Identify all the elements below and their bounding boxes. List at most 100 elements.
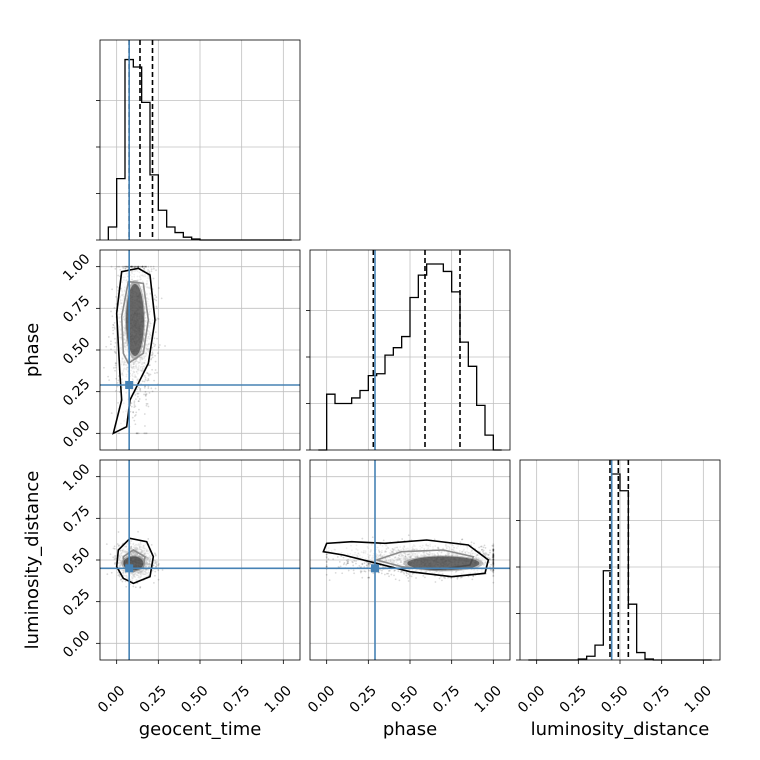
- sample-point: [133, 406, 136, 408]
- sample-point: [150, 268, 153, 271]
- sample-point: [156, 337, 158, 340]
- sample-point: [150, 358, 152, 361]
- sample-point: [487, 553, 490, 556]
- sample-point: [156, 317, 159, 320]
- sample-point: [383, 573, 386, 576]
- sample-point: [158, 344, 161, 346]
- sample-point: [407, 573, 410, 575]
- sample-point: [364, 570, 367, 573]
- sample-point: [403, 572, 406, 575]
- sample-point: [150, 265, 152, 268]
- sample-point: [136, 265, 139, 268]
- sample-point: [492, 561, 495, 563]
- sample-point: [145, 393, 148, 395]
- sample-point: [410, 575, 413, 578]
- sample-point: [480, 545, 483, 548]
- sample-point: [110, 571, 113, 574]
- sample-point: [114, 369, 116, 372]
- sample-point: [129, 410, 132, 413]
- sample-point: [134, 586, 137, 589]
- sample-point: [141, 265, 144, 268]
- sample-point: [155, 562, 158, 565]
- sample-point: [119, 268, 122, 271]
- x-tick-label: 1.00: [682, 683, 715, 716]
- sample-point: [136, 265, 139, 268]
- sample-point: [151, 351, 154, 354]
- sample-point: [132, 265, 135, 268]
- sample-point: [146, 372, 149, 375]
- sample-point: [134, 423, 137, 426]
- sample-point: [154, 574, 156, 577]
- sample-point: [145, 265, 147, 268]
- sample-point: [119, 578, 122, 581]
- sample-point: [142, 267, 145, 270]
- sample-point: [147, 269, 150, 271]
- sample-point: [492, 581, 495, 584]
- sample-point: [110, 412, 113, 415]
- sample-point: [137, 265, 140, 268]
- sample-point: [400, 570, 403, 573]
- sample-point: [114, 351, 117, 354]
- sample-point: [152, 277, 155, 280]
- sample-point: [122, 265, 125, 268]
- y-tick-label: 0.00: [60, 628, 93, 661]
- sample-point: [146, 403, 149, 405]
- sample-point: [133, 415, 136, 417]
- sample-point: [489, 558, 492, 561]
- sample-point: [361, 563, 364, 566]
- histogram-panel-phase: [306, 249, 511, 451]
- sample-point: [143, 386, 146, 389]
- sample-point: [138, 265, 141, 268]
- sample-point: [355, 562, 357, 565]
- sample-point: [368, 569, 370, 572]
- sample-point: [352, 564, 355, 567]
- sample-point: [154, 562, 156, 565]
- sample-point: [112, 556, 115, 559]
- sample-point: [139, 389, 142, 392]
- sample-point: [387, 570, 390, 572]
- sample-point: [328, 579, 331, 581]
- sample-point: [492, 553, 495, 556]
- sample-point: [130, 405, 133, 408]
- sample-point: [113, 545, 116, 548]
- sample-point: [114, 352, 117, 355]
- sample-point: [144, 265, 147, 268]
- sample-point: [143, 374, 146, 377]
- sample-point: [325, 556, 328, 559]
- sample-point: [130, 265, 133, 268]
- x-tick-label: 0.00: [515, 683, 548, 716]
- scatter-panel-phase-vs-geocent_time: [99, 249, 301, 451]
- sample-point: [134, 265, 137, 268]
- sample-point: [157, 287, 160, 289]
- sample-point: [393, 570, 396, 572]
- sample-point: [407, 534, 410, 537]
- sample-point: [145, 432, 148, 435]
- sample-point: [136, 392, 139, 395]
- sample-point: [150, 357, 153, 360]
- sample-point: [158, 346, 160, 349]
- sample-point: [131, 416, 134, 419]
- sample-point: [406, 572, 408, 575]
- sample-point: [388, 575, 390, 578]
- sample-point: [147, 378, 150, 380]
- sample-point: [134, 405, 137, 408]
- sample-point: [484, 547, 487, 549]
- sample-point: [113, 345, 116, 348]
- sample-point: [115, 362, 117, 365]
- sample-point: [153, 379, 156, 382]
- sample-point: [152, 342, 155, 345]
- sample-point: [145, 402, 148, 405]
- sample-point: [143, 265, 146, 268]
- sample-point: [411, 572, 414, 575]
- sample-point: [109, 343, 112, 346]
- sample-point: [489, 551, 491, 554]
- sample-point: [325, 560, 328, 563]
- sample-point: [117, 531, 120, 533]
- sample-point: [126, 265, 129, 268]
- sample-point: [118, 575, 121, 578]
- sample-point: [137, 395, 139, 398]
- x-tick-label: 0.75: [220, 683, 253, 716]
- sample-point: [112, 323, 115, 326]
- sample-point: [154, 387, 157, 390]
